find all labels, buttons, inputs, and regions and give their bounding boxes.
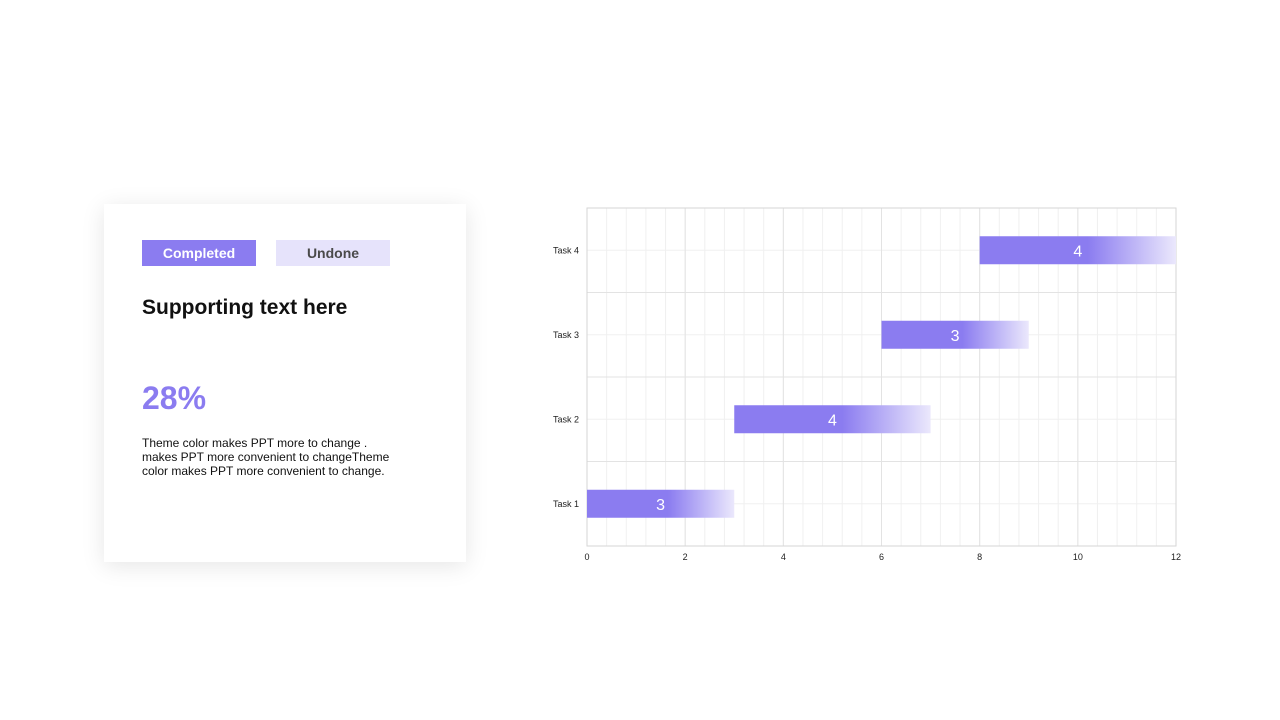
chart-bars <box>587 236 1176 518</box>
progress-percent: 28% <box>142 380 207 416</box>
x-tick-label: 6 <box>879 552 884 562</box>
x-tick-label: 0 <box>584 552 589 562</box>
x-tick-label: 2 <box>683 552 688 562</box>
x-tick-label: 10 <box>1073 552 1083 562</box>
task-bar <box>587 489 735 518</box>
task-bar <box>734 405 931 434</box>
x-tick-label: 8 <box>977 552 982 562</box>
y-tick-label: Task 1 <box>553 499 579 509</box>
summary-card: Completed Undone Supporting text here 28… <box>104 204 466 562</box>
task-bar <box>881 320 1029 349</box>
x-tick-label: 12 <box>1171 552 1181 562</box>
completed-button[interactable]: Completed <box>142 240 256 266</box>
bar-value-label: 3 <box>656 497 665 514</box>
bar-value-label: 4 <box>1073 243 1082 260</box>
plot-area-border <box>586 207 1177 547</box>
gantt-chart: 3 Task 1 4 Task 2 3 Task 3 4 Task 4 0 2 4 6 8 10 12 <box>553 207 1181 562</box>
x-tick-label: 4 <box>781 552 786 562</box>
card-title: Supporting text here <box>142 296 348 319</box>
y-tick-label: Task 2 <box>553 414 579 424</box>
card-body-text: Theme color makes PPT more to change . m… <box>142 436 390 478</box>
y-tick-label: Task 3 <box>553 330 579 340</box>
bar-value-label: 3 <box>951 328 960 345</box>
task-bar <box>979 236 1176 265</box>
chart-labels: 3 Task 1 4 Task 2 3 Task 3 4 Task 4 0 2 4 6 8 10 12 <box>553 243 1181 562</box>
bar-value-label: 4 <box>828 412 837 429</box>
undone-button[interactable]: Undone <box>276 240 390 266</box>
y-tick-label: Task 4 <box>553 245 579 255</box>
